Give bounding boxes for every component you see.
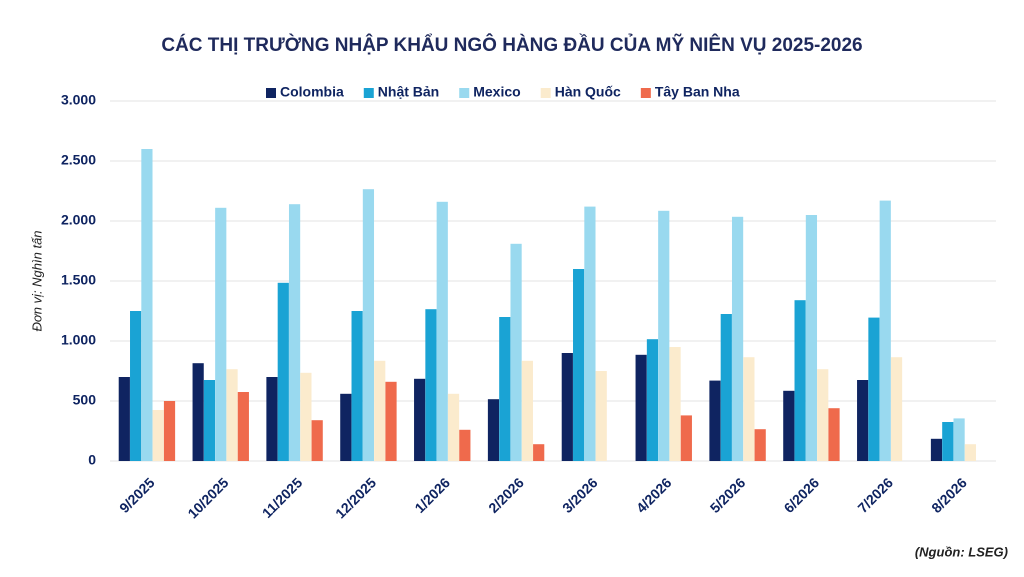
bar — [237, 392, 249, 461]
bar — [311, 420, 323, 461]
legend-label: Nhật Bản — [378, 84, 439, 100]
bar — [288, 204, 301, 461]
legend-swatch — [266, 88, 276, 98]
bar — [510, 243, 522, 461]
bar — [930, 438, 943, 461]
bar — [890, 357, 903, 461]
bar — [709, 380, 721, 461]
legend-swatch — [640, 88, 651, 98]
bar — [266, 377, 278, 461]
x-tick-label: 4/2026 — [633, 474, 675, 516]
bar — [425, 309, 437, 461]
bar — [964, 444, 976, 461]
bar — [658, 210, 670, 461]
y-tick-label: 2.000 — [61, 212, 96, 228]
bar — [533, 444, 545, 461]
bar — [743, 357, 755, 461]
bar — [857, 380, 869, 461]
bar — [436, 201, 448, 462]
bar — [868, 317, 880, 461]
bar — [487, 399, 500, 461]
chart-title: CÁC THỊ TRƯỜNG NHẬP KHẨU NGÔ HÀNG ĐẦU CỦ… — [161, 34, 862, 56]
source-note: (Nguồn: LSEG) — [915, 544, 1008, 559]
bar — [340, 393, 352, 461]
x-tick-label: 5/2026 — [707, 474, 749, 516]
bar — [414, 378, 426, 461]
bar — [163, 401, 176, 461]
x-tick-label: 6/2026 — [781, 474, 823, 516]
bar — [215, 207, 227, 461]
x-tick-label: 9/2025 — [116, 474, 158, 516]
bar — [635, 354, 647, 461]
bar — [680, 415, 692, 461]
y-tick-label: 0 — [88, 452, 96, 468]
x-tick-label: 12/2025 — [332, 474, 379, 521]
bar — [595, 371, 607, 461]
bar — [499, 317, 511, 461]
bar — [459, 429, 471, 461]
x-tick-label: 8/2026 — [928, 474, 970, 516]
bar — [646, 339, 659, 461]
y-tick-label: 1.500 — [61, 272, 96, 288]
bar — [521, 360, 533, 461]
bar — [731, 216, 744, 461]
legend-label: Colombia — [280, 84, 344, 100]
bar — [277, 282, 289, 461]
y-tick-label: 1.000 — [61, 332, 96, 348]
bar — [447, 393, 460, 461]
y-tick-label: 500 — [73, 392, 97, 408]
bar — [953, 418, 965, 461]
bar — [783, 390, 795, 461]
bar — [573, 269, 585, 461]
legend-swatch — [540, 88, 551, 98]
bar — [942, 422, 954, 461]
legend-swatch — [459, 88, 470, 98]
y-tick-label: 3.000 — [61, 92, 96, 108]
x-tick-label: 3/2026 — [559, 474, 601, 516]
bar — [362, 189, 375, 461]
bar — [754, 429, 766, 461]
bar — [385, 381, 397, 461]
bar — [584, 206, 596, 461]
legend-swatch — [363, 88, 374, 98]
bar — [879, 200, 891, 461]
bar — [130, 311, 142, 461]
x-tick-label: 10/2025 — [184, 474, 231, 521]
bar — [561, 353, 573, 461]
bar — [817, 369, 829, 461]
bar — [300, 372, 312, 461]
bar — [351, 311, 363, 461]
x-tick-label: 11/2025 — [259, 474, 306, 521]
x-tick-label: 1/2026 — [411, 474, 453, 516]
y-tick-label: 2.500 — [61, 152, 96, 168]
x-tick-label: 7/2026 — [854, 474, 896, 516]
bar — [118, 377, 130, 461]
x-tick-label: 2/2026 — [485, 474, 527, 516]
legend-label: Hàn Quốc — [555, 84, 621, 100]
bar — [805, 215, 818, 461]
legend-label: Tây Ban Nha — [655, 84, 740, 100]
bar — [720, 314, 732, 461]
bar — [374, 360, 386, 461]
bar — [669, 347, 681, 461]
bar — [192, 363, 204, 461]
bar — [152, 410, 164, 461]
bar — [226, 369, 238, 461]
bar — [828, 408, 840, 461]
legend-label: Mexico — [473, 84, 520, 100]
bar — [203, 380, 216, 461]
y-axis-label: Đơn vị: Nghìn tấn — [29, 230, 44, 331]
bar — [794, 300, 806, 461]
bar — [141, 149, 153, 461]
